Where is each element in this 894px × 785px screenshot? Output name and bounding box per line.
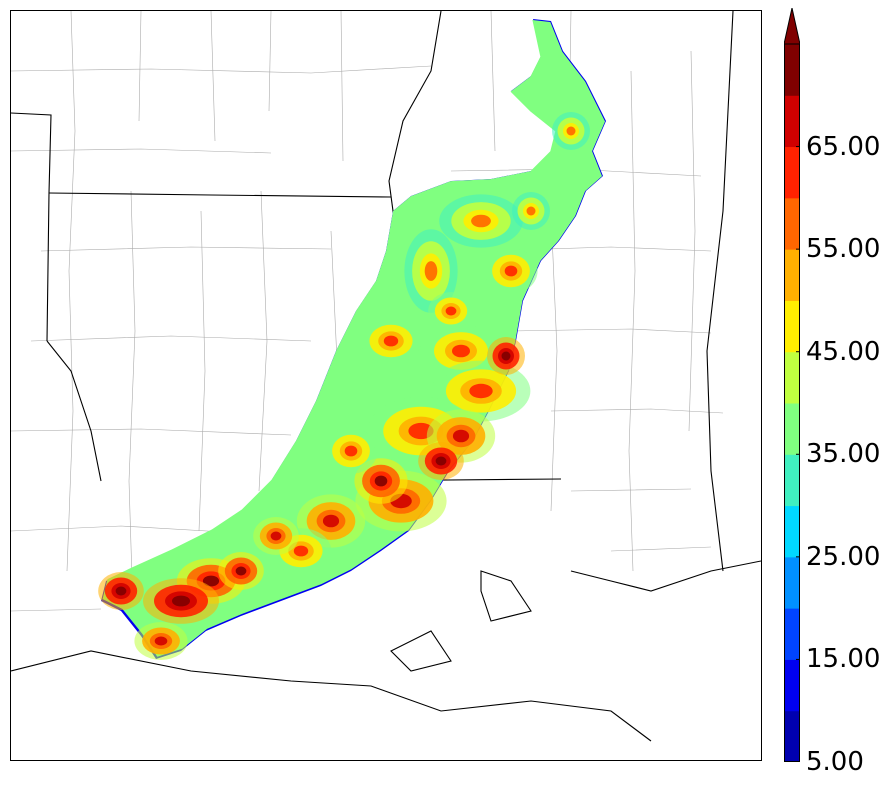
colorbar-segment — [784, 44, 800, 96]
precip-cell — [469, 383, 493, 399]
colorbar-segment — [784, 505, 800, 558]
map-canvas — [11, 11, 761, 742]
state-borders — [11, 11, 761, 742]
colorbar-segment — [784, 403, 800, 455]
precip-cell — [452, 429, 470, 443]
colorbar-tick-label: 45.00 — [806, 336, 881, 367]
map-frame — [10, 10, 762, 761]
colorbar-tick-label: 65.00 — [806, 131, 881, 162]
precip-cell — [566, 126, 576, 136]
colorbar-outline — [784, 43, 800, 762]
colorbar-tick-label: 25.00 — [806, 541, 881, 572]
precip-cell — [501, 351, 511, 361]
colorbar-segment — [784, 710, 800, 762]
precip-cell — [526, 206, 536, 216]
precip-cell — [172, 595, 190, 607]
precip-cell — [471, 214, 491, 228]
precip-cell — [435, 456, 447, 466]
colorbar-extend-triangle — [784, 8, 800, 45]
precip-cell — [202, 575, 220, 587]
colorbar-segment — [784, 608, 800, 660]
precip-cell — [270, 531, 282, 541]
precip-cell — [344, 445, 358, 457]
colorbar-tick-label: 35.00 — [806, 439, 881, 470]
precip-cell — [424, 261, 438, 281]
colorbar — [784, 8, 800, 762]
colorbar-tick-label: 5.00 — [806, 747, 864, 777]
colorbar-segment — [784, 454, 800, 507]
precip-swath — [98, 19, 606, 660]
precip-cell — [452, 344, 470, 358]
colorbar-segment — [784, 249, 800, 301]
precip-cell — [115, 586, 127, 596]
colorbar-segment — [784, 146, 800, 199]
colorbar-tick-label: 55.00 — [806, 234, 881, 265]
precip-cell — [235, 566, 247, 576]
precip-cell — [504, 265, 518, 277]
colorbar-segment — [784, 659, 800, 712]
precip-cell — [445, 306, 457, 316]
colorbar-tick-label: 15.00 — [806, 644, 881, 675]
precip-cell — [383, 335, 399, 347]
colorbar-segment — [784, 351, 800, 404]
colorbar-segment — [784, 556, 800, 609]
precip-cell — [322, 514, 340, 528]
precip-cell — [374, 475, 388, 487]
precip-cell — [293, 545, 309, 557]
precip-cell — [154, 636, 168, 646]
colorbar-segment — [784, 300, 800, 353]
colorbar-segment — [784, 95, 800, 148]
colorbar-segment — [784, 197, 800, 250]
